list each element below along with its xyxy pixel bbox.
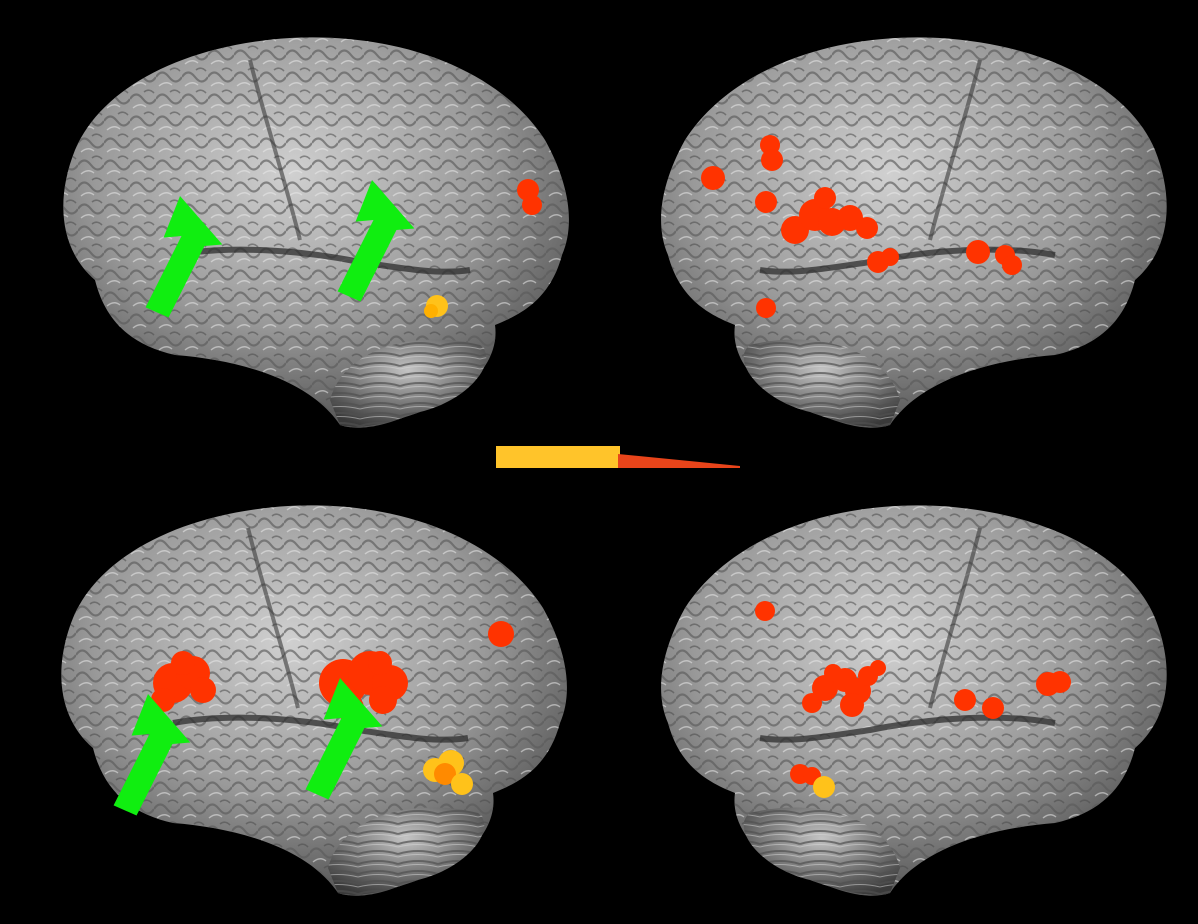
- brain-panel-top-right: [661, 37, 1167, 427]
- activation-clusters: [701, 135, 1022, 318]
- activation-clusters: [755, 601, 1071, 798]
- brain-panel-top-left: [63, 37, 569, 427]
- activation-clusters: [424, 179, 542, 318]
- brain-panel-bottom-right: [661, 505, 1167, 895]
- brain-panel-bottom-left: [61, 505, 567, 895]
- color-scale-bar: [496, 446, 740, 468]
